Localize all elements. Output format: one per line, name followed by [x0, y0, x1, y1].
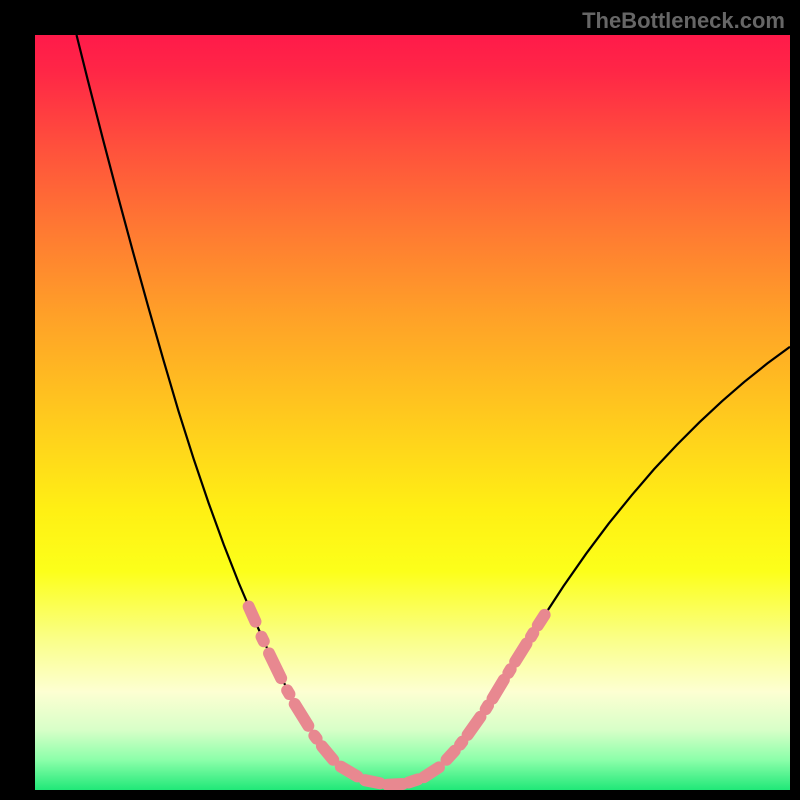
- highlight-dash: [341, 767, 358, 777]
- highlight-dash: [460, 742, 462, 745]
- highlight-dash: [538, 615, 545, 626]
- plot-area: [35, 35, 790, 790]
- highlight-dash: [365, 780, 380, 783]
- highlight-dash: [508, 669, 510, 673]
- highlight-dash: [446, 751, 454, 760]
- plot-svg: [35, 35, 790, 790]
- watermark-text: TheBottleneck.com: [582, 8, 785, 34]
- highlight-dash: [486, 705, 488, 709]
- highlight-dash: [424, 767, 439, 777]
- highlight-dash: [531, 633, 533, 637]
- highlight-dash: [409, 779, 418, 782]
- gradient-background: [35, 35, 790, 790]
- highlight-dash: [388, 784, 403, 785]
- highlight-dash: [262, 637, 264, 642]
- highlight-dash: [287, 690, 289, 694]
- highlight-dash: [249, 607, 256, 622]
- highlight-dash: [314, 736, 316, 739]
